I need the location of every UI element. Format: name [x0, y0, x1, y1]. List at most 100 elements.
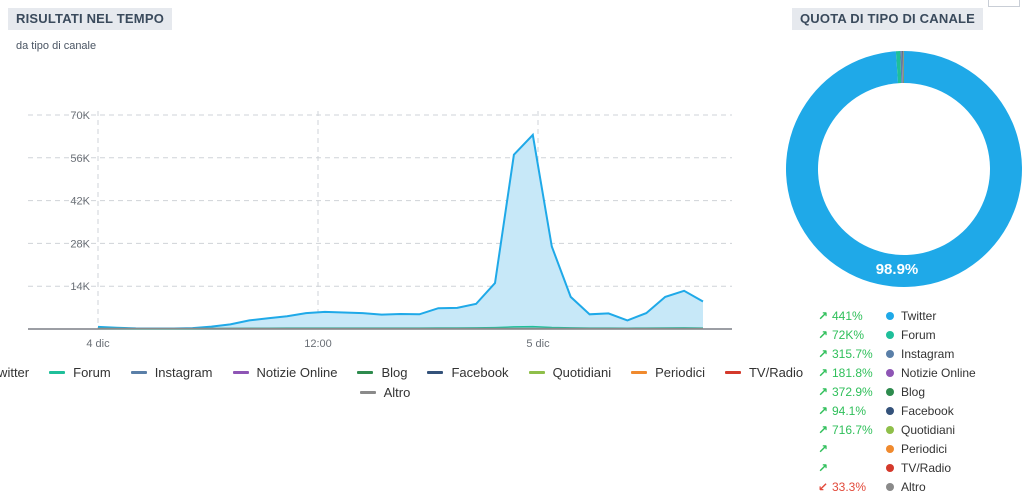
share-channel-name: Blog	[901, 384, 926, 399]
share-change-value: 33.3%	[832, 479, 867, 494]
share-color-dot	[886, 482, 894, 491]
legend-label: Instagram	[154, 364, 213, 380]
share-legend-row[interactable]: ↗ 372.9% Blog	[818, 382, 976, 401]
x-tick-label: 12:00	[304, 338, 332, 350]
legend-item[interactable]: Twitter	[0, 365, 29, 380]
x-tick-label: 5 dic	[526, 338, 550, 350]
twitter-line[interactable]	[97, 132, 704, 330]
share-channel-name: Periodici	[901, 441, 948, 456]
channel-share-donut: 98.9%	[786, 51, 1022, 287]
twitter-area	[98, 134, 703, 329]
results-over-time-chart: 14K 28K 42K 56K 70K 4 dic 12:00 5 dic	[28, 110, 732, 350]
arrow-up-icon: ↗	[818, 327, 829, 342]
legend-swatch	[357, 370, 374, 374]
legend-item[interactable]: Instagram	[130, 364, 213, 380]
legend-label: Twitter	[0, 364, 30, 380]
channel-share-legend: ↗ 441% Twitter ↗ 72K% Forum ↗ 315.7% Instagram ↗ 1…	[818, 306, 976, 496]
legend-swatch	[359, 390, 376, 394]
share-change-value: 181.8%	[832, 365, 873, 380]
share-color-dot	[886, 387, 894, 396]
y-tick-label: 56K	[70, 153, 90, 165]
legend-item[interactable]: Forum	[49, 365, 111, 380]
donut-main-label: 98.9%	[876, 261, 919, 278]
legend-item[interactable]: TV/Radio	[724, 364, 804, 380]
share-channel-name: Forum	[901, 327, 936, 342]
legend-label: TV/Radio	[748, 364, 804, 380]
share-color-dot	[886, 444, 894, 453]
share-channel-name: TV/Radio	[901, 460, 952, 475]
arrow-up-icon: ↗	[818, 460, 829, 475]
legend-item[interactable]: Blog	[357, 365, 407, 380]
arrow-up-icon: ↗	[818, 365, 829, 380]
legend-swatch	[631, 370, 648, 374]
share-legend-row[interactable]: ↗ Periodici	[818, 439, 976, 458]
legend-swatch	[528, 370, 545, 374]
share-color-dot	[886, 349, 894, 358]
legend-label: Facebook	[451, 364, 509, 380]
y-tick-label: 28K	[70, 238, 90, 250]
share-color-dot	[886, 406, 894, 415]
channel-share-title: QUOTA DI TIPO DI CANALE	[792, 8, 984, 30]
share-change-value: 72K%	[832, 327, 865, 342]
share-color-dot	[886, 463, 894, 472]
legend-swatch	[724, 370, 741, 374]
share-change-value: 372.9%	[832, 384, 873, 399]
share-legend-row[interactable]: ↗ 441% Twitter	[818, 306, 976, 325]
arrow-up-icon: ↗	[818, 346, 829, 361]
arrow-up-icon: ↗	[818, 403, 829, 418]
legend-label: Quotidiani	[552, 364, 612, 380]
donut-slice[interactable]	[900, 51, 903, 84]
share-color-dot	[886, 425, 894, 434]
legend-label: Notizie Online	[256, 364, 338, 380]
share-legend-row[interactable]: ↗ 716.7% Quotidiani	[818, 420, 976, 439]
y-tick-label: 42K	[70, 196, 90, 208]
arrow-up-icon: ↗	[818, 384, 829, 399]
y-tick-label: 70K	[70, 110, 90, 122]
legend-label: Periodici	[655, 364, 705, 380]
share-channel-name: Altro	[901, 479, 926, 494]
share-color-dot	[886, 368, 894, 377]
donut-slice[interactable]	[902, 51, 904, 84]
legend-label: Blog	[381, 364, 408, 380]
donut-slice[interactable]	[895, 51, 902, 84]
share-channel-name: Instagram	[901, 346, 955, 361]
legend-label: Altro	[383, 384, 411, 400]
share-change-value: 441%	[832, 308, 863, 323]
share-change-value: 716.7%	[832, 422, 873, 437]
share-change-value: 94.1%	[832, 403, 867, 418]
arrow-up-icon: ↗	[818, 441, 829, 456]
results-over-time-title: RISULTATI NEL TEMPO	[8, 8, 172, 30]
share-legend-row[interactable]: ↙ 33.3% Altro	[818, 477, 976, 496]
share-channel-name: Facebook	[901, 403, 954, 418]
arrow-up-icon: ↗	[818, 422, 829, 437]
legend-label: Forum	[73, 364, 111, 380]
share-legend-row[interactable]: ↗ TV/Radio	[818, 458, 976, 477]
line-chart-legend: Twitter Forum Instagram Notizie Online Blog F…	[0, 362, 803, 402]
share-color-dot	[886, 311, 894, 320]
results-over-time-subtitle: da tipo di canale	[16, 40, 97, 52]
donut-slice[interactable]	[786, 51, 1022, 287]
share-legend-row[interactable]: ↗ 94.1% Facebook	[818, 401, 976, 420]
share-change-value: 315.7%	[832, 346, 873, 361]
share-channel-name: Quotidiani	[901, 422, 956, 437]
arrow-down-icon: ↙	[818, 479, 829, 494]
share-legend-row[interactable]: ↗ 181.8% Notizie Online	[818, 363, 976, 382]
legend-item[interactable]: Quotidiani	[528, 364, 612, 380]
legend-swatch	[427, 370, 444, 374]
share-channel-name: Notizie Online	[901, 365, 976, 380]
donut-slice[interactable]	[901, 51, 903, 84]
legend-item[interactable]: Facebook	[427, 364, 509, 380]
legend-swatch	[49, 370, 66, 374]
legend-item[interactable]: Periodici	[631, 365, 705, 380]
legend-item[interactable]: Altro	[359, 384, 411, 400]
legend-swatch	[130, 370, 147, 374]
legend-swatch	[232, 370, 249, 374]
share-legend-row[interactable]: ↗ 315.7% Instagram	[818, 344, 976, 363]
share-channel-name: Twitter	[901, 308, 937, 323]
legend-item[interactable]: Notizie Online	[232, 364, 338, 380]
menu-toggle[interactable]	[988, 0, 1020, 7]
y-tick-label: 14K	[70, 281, 90, 293]
x-tick-label: 4 dic	[86, 338, 110, 350]
arrow-up-icon: ↗	[818, 308, 829, 323]
share-legend-row[interactable]: ↗ 72K% Forum	[818, 325, 976, 344]
